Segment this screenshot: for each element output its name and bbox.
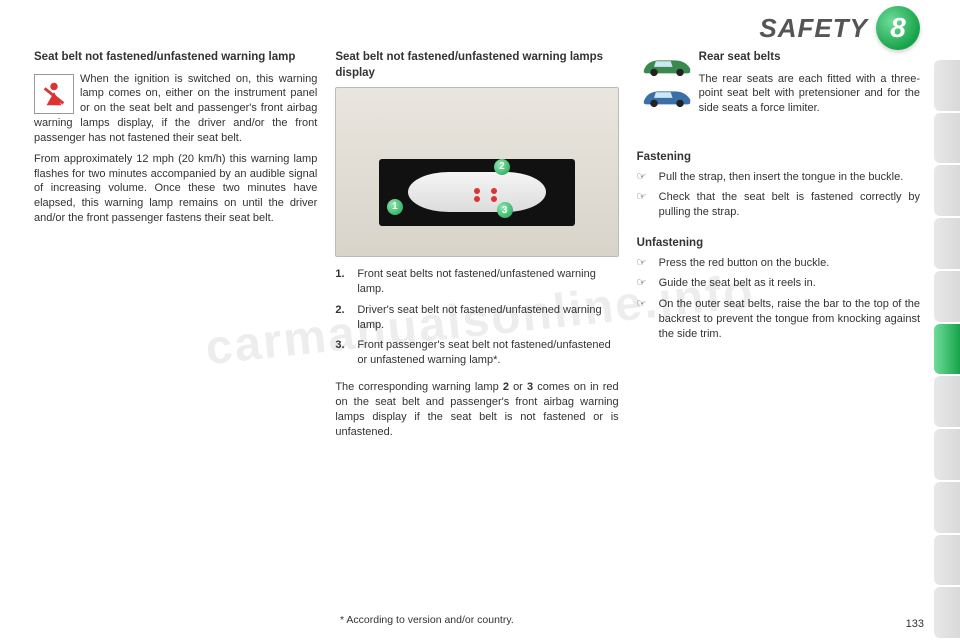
col1-para2: From approximately 12 mph (20 km/h) this… xyxy=(34,152,317,226)
side-tab[interactable] xyxy=(934,587,960,638)
footnote: * According to version and/or country. xyxy=(340,614,514,626)
chapter-badge: 8 xyxy=(876,6,920,50)
page-header: SAFETY 8 xyxy=(759,6,920,50)
manual-page: carmanualsonline.info SAFETY 8 Seat belt… xyxy=(0,0,960,640)
list-number: 3. xyxy=(335,338,349,368)
section-title: SAFETY xyxy=(759,13,868,44)
unfastening-list: ☞ Press the red button on the buckle. ☞ Gui… xyxy=(637,256,920,348)
list-item: ☞ Check that the seat belt is fastened co… xyxy=(637,190,920,220)
pointer-icon: ☞ xyxy=(637,297,651,342)
pointer-icon: ☞ xyxy=(637,190,651,220)
side-tab[interactable] xyxy=(934,165,960,216)
callout-marker: 3 xyxy=(497,202,513,218)
warning-display-figure: 1 2 3 xyxy=(335,87,618,257)
column-3: Rear seat belts The rear seats are each … xyxy=(637,50,920,622)
list-item: ☞ Pull the strap, then insert the tongue … xyxy=(637,170,920,185)
list-text: Guide the seat belt as it reels in. xyxy=(659,276,816,291)
list-item: ☞On the outer seat belts, raise the bar … xyxy=(637,297,920,342)
side-tab[interactable] xyxy=(934,376,960,427)
list-text: Driver's seat belt not fastened/unfasten… xyxy=(357,303,618,333)
pointer-icon: ☞ xyxy=(637,256,651,271)
warning-dot xyxy=(491,196,497,202)
list-text: Pull the strap, then insert the tongue i… xyxy=(659,170,904,185)
list-text: Press the red button on the buckle. xyxy=(659,256,830,271)
fastening-heading: Fastening xyxy=(637,150,920,166)
col1-heading: Seat belt not fastened/unfastened warnin… xyxy=(34,50,317,66)
side-tab[interactable] xyxy=(934,271,960,322)
list-text: On the outer seat belts, raise the bar t… xyxy=(659,297,920,342)
col2-para-after: The corresponding warning lamp 2 or 3 co… xyxy=(335,380,618,439)
numbered-list: 1. Front seat belts not fastened/unfasten… xyxy=(335,267,618,374)
side-tab[interactable] xyxy=(934,60,960,111)
side-tab[interactable] xyxy=(934,482,960,533)
warning-dot xyxy=(474,188,480,194)
seatbelt-warning-icon xyxy=(34,74,74,114)
list-text: Front seat belts not fastened/unfastened… xyxy=(357,267,618,297)
car-hatch-green-icon xyxy=(637,51,697,79)
list-number: 2. xyxy=(335,303,349,333)
pointer-icon: ☞ xyxy=(637,170,651,185)
list-text: Check that the seat belt is fastened cor… xyxy=(659,190,920,220)
col3-intro-block: Rear seat belts The rear seats are each … xyxy=(637,50,920,122)
column-2: Seat belt not fastened/unfastened warnin… xyxy=(335,50,618,622)
list-item: 1. Front seat belts not fastened/unfasten… xyxy=(335,267,618,297)
car-icons-stack xyxy=(637,50,699,112)
col1-block: When the ignition is switched on, this w… xyxy=(34,72,317,152)
car-top-view xyxy=(408,172,546,212)
col1-para1: When the ignition is switched on, this w… xyxy=(34,72,317,146)
car-wagon-blue-icon xyxy=(637,82,697,110)
column-1: Seat belt not fastened/unfastened warnin… xyxy=(34,50,317,622)
list-item: 3. Front passenger's seat belt not fasten… xyxy=(335,338,618,368)
callout-marker: 1 xyxy=(387,199,403,215)
display-panel xyxy=(379,159,576,226)
fastening-list: ☞ Pull the strap, then insert the tongue … xyxy=(637,170,920,227)
side-tabs xyxy=(934,60,960,640)
list-number: 1. xyxy=(335,267,349,297)
list-item: 2. Driver's seat belt not fastened/unfast… xyxy=(335,303,618,333)
page-number: 133 xyxy=(906,618,924,630)
warning-dot xyxy=(474,196,480,202)
list-text: Front passenger's seat belt not fastened… xyxy=(357,338,618,368)
callout-marker: 2 xyxy=(494,159,510,175)
pointer-icon: ☞ xyxy=(637,276,651,291)
list-item: ☞ Guide the seat belt as it reels in. xyxy=(637,276,920,291)
list-item: ☞ Press the red button on the buckle. xyxy=(637,256,920,271)
side-tab[interactable] xyxy=(934,535,960,586)
warning-dot xyxy=(491,188,497,194)
col2-heading: Seat belt not fastened/unfastened warnin… xyxy=(335,50,618,81)
side-tab[interactable] xyxy=(934,218,960,269)
side-tab[interactable] xyxy=(934,113,960,164)
side-tab[interactable] xyxy=(934,429,960,480)
content-grid: Seat belt not fastened/unfastened warnin… xyxy=(34,50,920,622)
side-tab[interactable] xyxy=(934,324,960,375)
unfastening-heading: Unfastening xyxy=(637,236,920,252)
